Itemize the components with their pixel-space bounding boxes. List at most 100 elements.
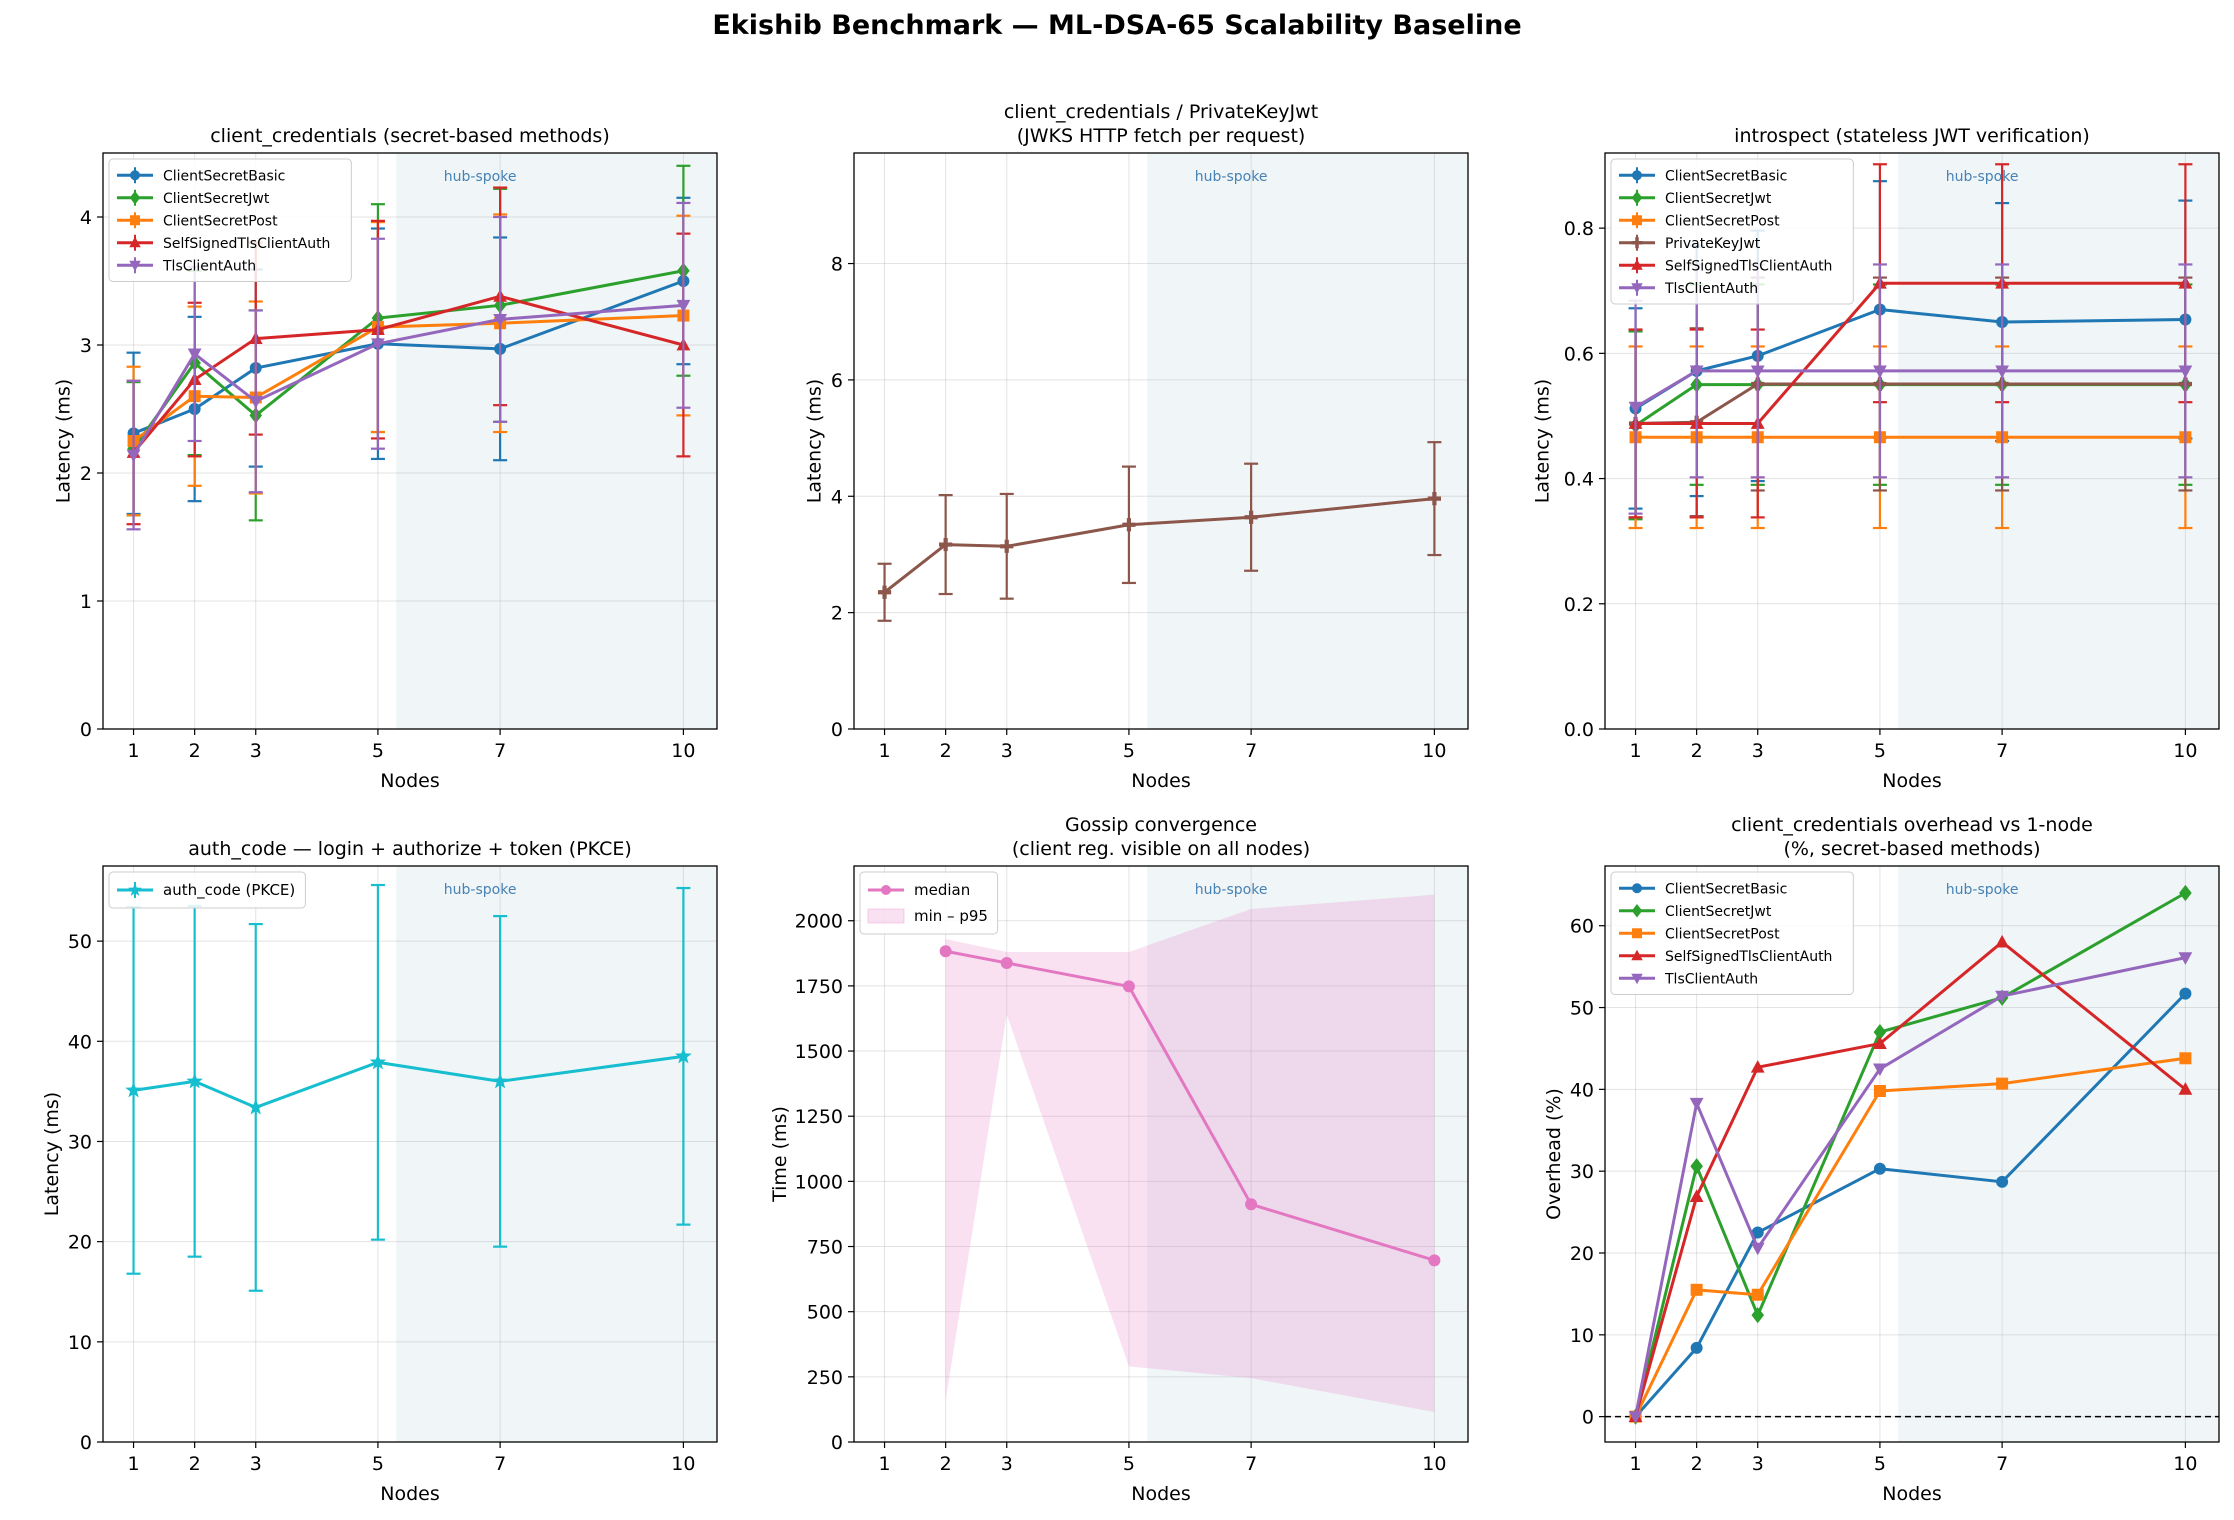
series-tlsclientauth — [126, 201, 691, 531]
legend-marker — [129, 191, 141, 205]
axes-frame — [853, 152, 1469, 730]
y-tick-label: 0.0 — [1564, 719, 1594, 741]
series-line — [132, 303, 684, 456]
x-tick-label: 7 — [494, 740, 506, 762]
x-tick-label: 1 — [128, 1453, 140, 1475]
x-tick-label: 3 — [1001, 740, 1013, 762]
series-line — [132, 314, 684, 443]
x-tick-label: 3 — [250, 1453, 262, 1475]
x-axis-label: Nodes — [1882, 1483, 1942, 1505]
data-point — [2179, 884, 2192, 902]
hub-spoke-label: hub-spoke — [1195, 882, 1268, 898]
plot-area — [125, 883, 692, 1292]
y-tick-label: 0 — [80, 1432, 92, 1454]
legend-frame — [1610, 158, 1854, 305]
x-tick-label: 5 — [1874, 740, 1886, 762]
hub-spoke-region — [1898, 866, 2219, 1442]
legend-item: SelfSignedTlsClientAuth — [1619, 257, 1832, 274]
axes-frame — [102, 152, 718, 730]
axes-frame — [1604, 865, 2220, 1443]
data-point — [1244, 510, 1258, 524]
legend-item: ClientSecretBasic — [117, 167, 285, 184]
legend-item: min – p95 — [867, 907, 988, 925]
legend-label: TlsClientAuth — [162, 258, 256, 274]
x-axis-label: Nodes — [380, 770, 440, 792]
y-tick-label: 40 — [1570, 1079, 1594, 1101]
data-point — [491, 1072, 509, 1089]
data-point — [1122, 518, 1136, 532]
x-tick-label: 5 — [1874, 1453, 1886, 1475]
plot-area — [1628, 884, 2193, 1425]
data-point — [1873, 365, 1887, 379]
plot-area — [939, 894, 1441, 1413]
x-tick-label: 10 — [671, 740, 695, 762]
x-axis-label: Nodes — [1131, 1483, 1191, 1505]
legend: auth_code (PKCE) — [108, 871, 306, 909]
data-point — [1628, 1411, 1643, 1424]
legend-label: TlsClientAuth — [1664, 281, 1758, 297]
y-tick-label: 250 — [807, 1367, 843, 1389]
y-tick-label: 0.6 — [1564, 343, 1594, 365]
data-point — [2179, 1052, 2192, 1065]
y-axis-label: Time (ms) — [769, 1106, 791, 1203]
data-point — [1690, 1283, 1703, 1296]
data-point — [2178, 952, 2193, 965]
x-tick-label: 7 — [494, 1453, 506, 1475]
y-tick-label: 0 — [1582, 1407, 1594, 1429]
y-tick-label: 30 — [68, 1131, 92, 1153]
y-tick-label: 4 — [80, 207, 92, 229]
subplot-p2: hub-spoke 1 2 3 5 7 10 0 2 4 6 8 Nodes Latency (ms) cl… — [804, 101, 1469, 792]
x-tick-label: 10 — [671, 1453, 695, 1475]
legend-marker — [1631, 949, 1643, 961]
data-point — [939, 537, 953, 552]
data-point — [1995, 934, 2010, 948]
hub-spoke-region — [1898, 153, 2219, 729]
data-point — [2179, 987, 2192, 1000]
subplot-title: Gossip convergence — [1065, 814, 1257, 836]
y-tick-label: 1250 — [795, 1106, 843, 1128]
data-point — [1996, 1175, 2009, 1188]
y-axis-label: Latency (ms) — [53, 379, 75, 503]
legend-label: SelfSignedTlsClientAuth — [163, 236, 330, 252]
data-point — [939, 945, 952, 958]
legend-item: TlsClientAuth — [1619, 971, 1758, 987]
y-tick-label: 500 — [807, 1302, 843, 1324]
legend-item: TlsClientAuth — [1619, 279, 1758, 297]
x-tick-label: 7 — [1245, 740, 1257, 762]
data-point — [1000, 956, 1013, 969]
data-point — [1873, 1162, 1886, 1175]
series-line — [1634, 369, 2186, 409]
data-point — [1996, 1077, 2009, 1090]
data-point — [1750, 1242, 1765, 1256]
legend-swatch — [867, 908, 905, 924]
legend-label: ClientSecretPost — [1665, 213, 1780, 229]
y-tick-label: 1500 — [795, 1041, 843, 1063]
legend-marker — [129, 260, 141, 272]
data-point — [1689, 365, 1704, 379]
series-line — [1634, 891, 2187, 1417]
series-privatekeyjwt — [877, 441, 1442, 622]
subplot-subtitle: (JWKS HTTP fetch per request) — [1017, 125, 1306, 147]
legend-marker — [1631, 904, 1643, 918]
legend: median min – p95 — [859, 871, 999, 935]
subplot-p4: hub-spoke 1 2 3 5 7 10 0 10 20 30 40 50 Nodes Latency … — [41, 838, 718, 1505]
hub-spoke-label: hub-spoke — [444, 169, 517, 185]
x-tick-label: 2 — [940, 1453, 952, 1475]
y-tick-label: 1 — [80, 591, 92, 613]
x-tick-label: 3 — [1001, 1453, 1013, 1475]
y-tick-label: 30 — [1570, 1161, 1594, 1183]
legend-label: ClientSecretJwt — [1665, 191, 1772, 207]
series-selfsignedtlsclientauth — [1628, 934, 2193, 1423]
axes-frame — [1604, 152, 2220, 730]
y-tick-label: 40 — [68, 1031, 92, 1053]
series-clientsecretpost — [1629, 1052, 2192, 1423]
series-line — [1634, 1056, 2186, 1418]
data-point — [371, 338, 385, 351]
y-tick-label: 50 — [68, 931, 92, 953]
data-point — [1690, 1341, 1703, 1354]
data-point — [248, 395, 263, 409]
band-min-p95 — [945, 894, 1435, 1413]
legend-item: ClientSecretJwt — [1619, 904, 1772, 920]
data-point — [676, 299, 691, 313]
